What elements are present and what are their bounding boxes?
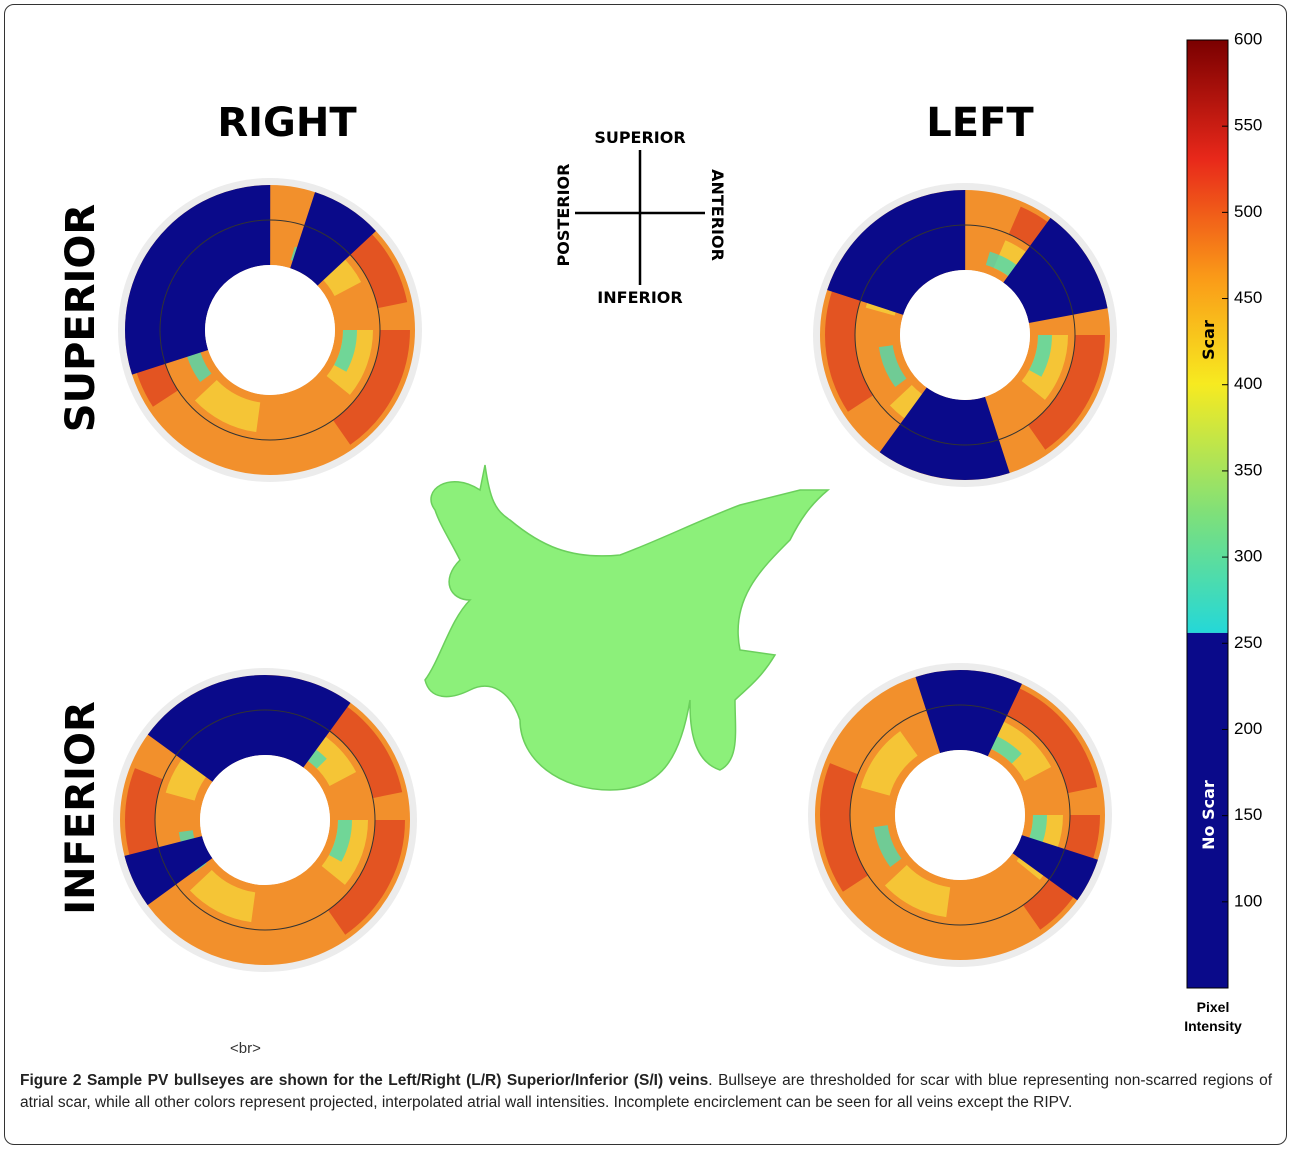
colorbar-tick-label: 200 <box>1234 719 1262 738</box>
colorbar-tick-label: 150 <box>1234 805 1262 824</box>
colorbar-tick-label: 550 <box>1234 116 1262 135</box>
colorbar-tick-label: 400 <box>1234 374 1262 393</box>
bullseye-hole <box>200 755 330 885</box>
colorbar-tick-label: 300 <box>1234 547 1262 566</box>
no-scar-label: No Scar <box>1199 780 1218 850</box>
colorbar-tick-label: 450 <box>1234 288 1262 307</box>
caption-title: Sample PV bullseyes are shown for the Le… <box>87 1072 708 1089</box>
orientation-label: POSTERIOR <box>554 164 573 267</box>
stray-text: <br> <box>230 1040 261 1057</box>
colorbar-tick-label: 350 <box>1234 460 1262 479</box>
orientation-label: ANTERIOR <box>708 169 727 261</box>
column-label: RIGHT <box>217 100 357 146</box>
page: RIGHT LEFT SUPERIOR INFERIOR SUPERIOR IN… <box>0 0 1293 1151</box>
colorbar-title: Pixel Intensity <box>1183 998 1243 1036</box>
caption-label: Figure 2 <box>20 1072 82 1089</box>
orientation-label: INFERIOR <box>597 288 682 307</box>
colorbar-tick-label: 250 <box>1234 633 1262 652</box>
row-label: INFERIOR <box>58 701 104 915</box>
orientation-label: SUPERIOR <box>594 128 685 147</box>
colorbar-tick-label: 100 <box>1234 891 1262 910</box>
bullseye-hole <box>900 270 1030 400</box>
colorbar-tick-label: 500 <box>1234 202 1262 221</box>
caption: Figure 2 Sample PV bullseyes are shown f… <box>20 1070 1272 1114</box>
bullseye-hole <box>205 265 335 395</box>
figure: RIGHT LEFT SUPERIOR INFERIOR SUPERIOR IN… <box>0 0 1293 1151</box>
scar-label: Scar <box>1199 320 1218 360</box>
bullseye-hole <box>895 750 1025 880</box>
atrium-model <box>425 465 828 790</box>
column-label: LEFT <box>926 100 1034 146</box>
colorbar-tick-label: 600 <box>1234 29 1262 48</box>
row-label: SUPERIOR <box>58 204 104 432</box>
